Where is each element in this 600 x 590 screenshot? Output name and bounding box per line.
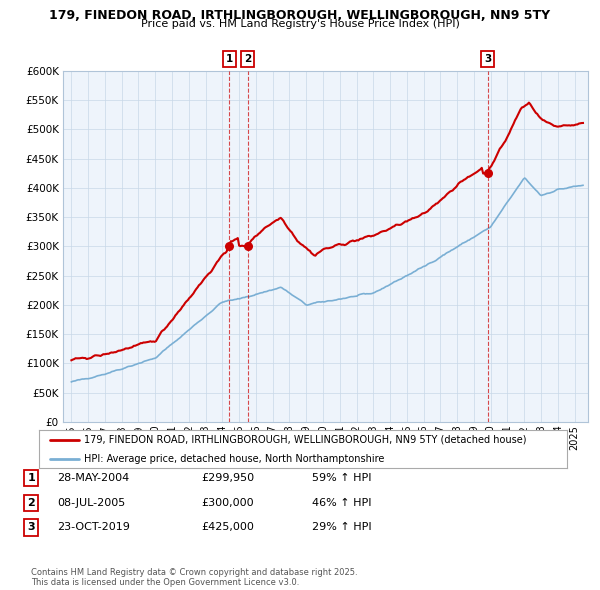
Text: 3: 3 <box>484 54 491 64</box>
Text: 179, FINEDON ROAD, IRTHLINGBOROUGH, WELLINGBOROUGH, NN9 5TY: 179, FINEDON ROAD, IRTHLINGBOROUGH, WELL… <box>49 9 551 22</box>
Text: 3: 3 <box>28 523 35 532</box>
Text: Contains HM Land Registry data © Crown copyright and database right 2025.
This d: Contains HM Land Registry data © Crown c… <box>31 568 358 587</box>
Text: 59% ↑ HPI: 59% ↑ HPI <box>312 473 371 483</box>
Text: 2: 2 <box>244 54 251 64</box>
Text: 46% ↑ HPI: 46% ↑ HPI <box>312 498 371 507</box>
Text: 179, FINEDON ROAD, IRTHLINGBOROUGH, WELLINGBOROUGH, NN9 5TY (detached house): 179, FINEDON ROAD, IRTHLINGBOROUGH, WELL… <box>84 435 526 445</box>
Text: £300,000: £300,000 <box>201 498 254 507</box>
Text: £425,000: £425,000 <box>201 523 254 532</box>
Point <box>243 242 253 251</box>
Text: 2: 2 <box>28 498 35 507</box>
Text: 1: 1 <box>226 54 233 64</box>
Point <box>483 169 493 178</box>
Text: 29% ↑ HPI: 29% ↑ HPI <box>312 523 371 532</box>
Text: Price paid vs. HM Land Registry's House Price Index (HPI): Price paid vs. HM Land Registry's House … <box>140 19 460 30</box>
Text: £299,950: £299,950 <box>201 473 254 483</box>
Point <box>224 242 234 251</box>
Text: 1: 1 <box>28 473 35 483</box>
Text: 08-JUL-2005: 08-JUL-2005 <box>57 498 125 507</box>
Text: 28-MAY-2004: 28-MAY-2004 <box>57 473 129 483</box>
Text: 23-OCT-2019: 23-OCT-2019 <box>57 523 130 532</box>
Text: HPI: Average price, detached house, North Northamptonshire: HPI: Average price, detached house, Nort… <box>84 454 384 464</box>
